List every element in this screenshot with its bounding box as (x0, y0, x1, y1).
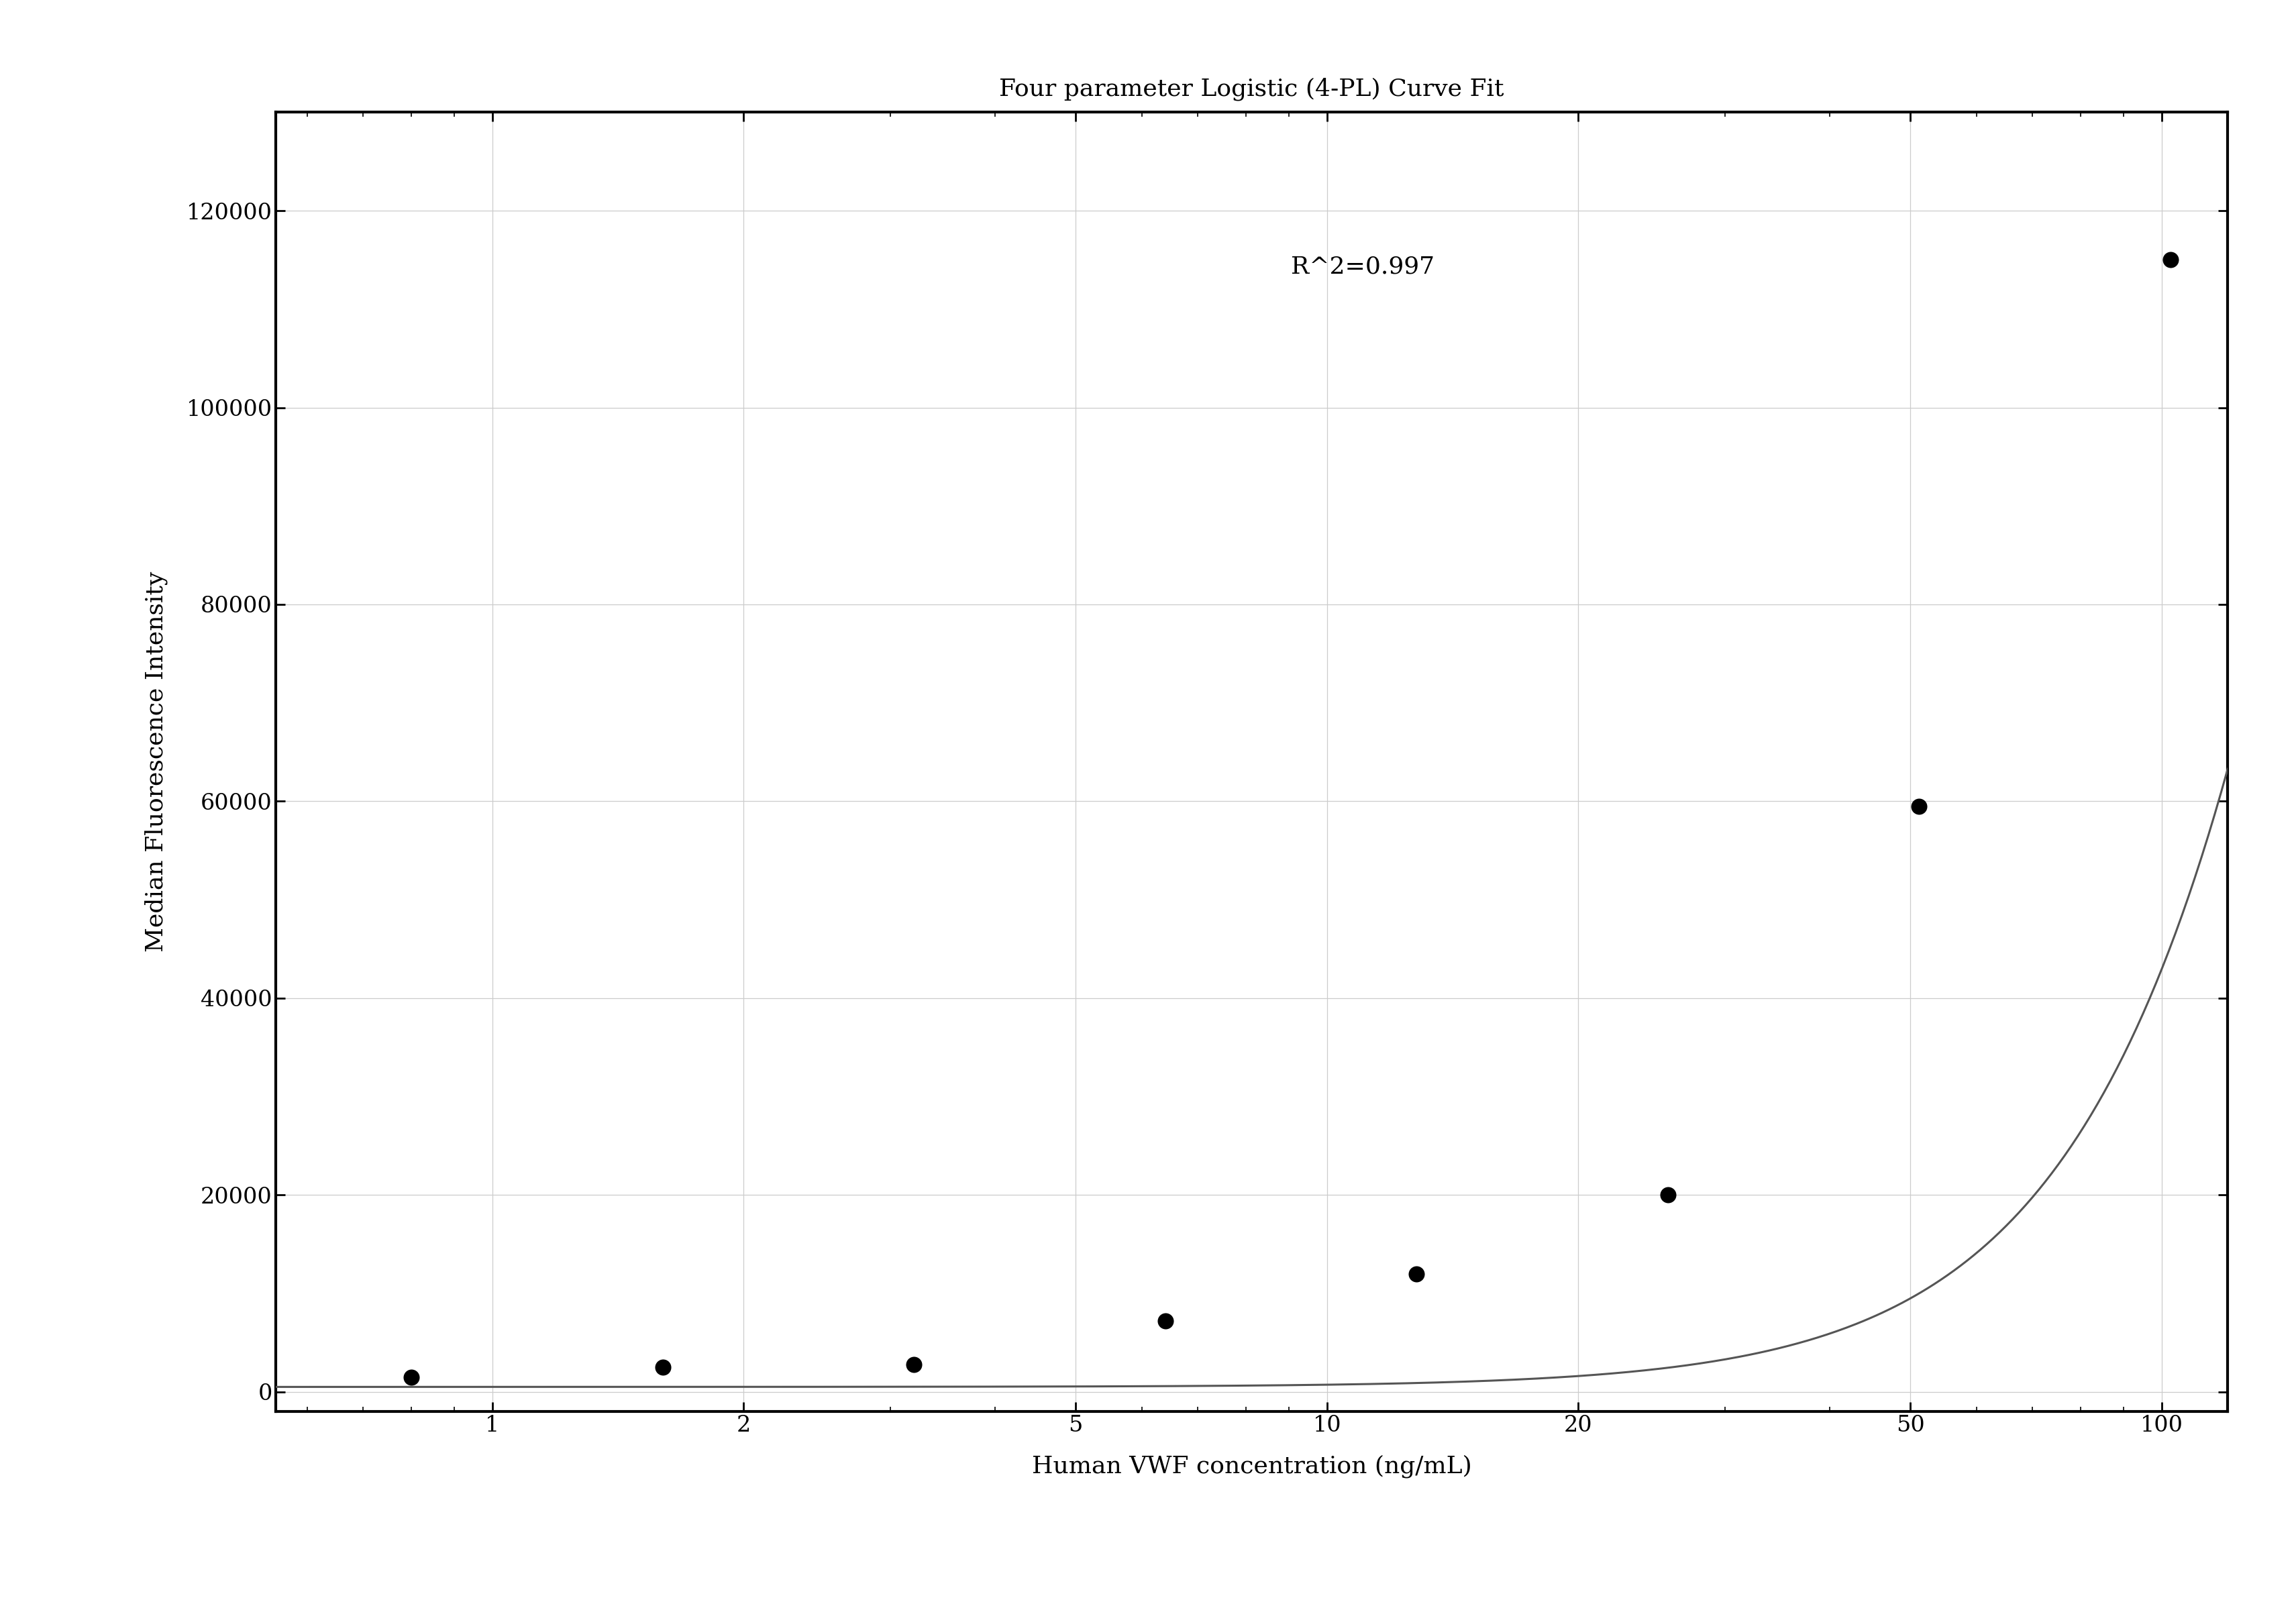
Y-axis label: Median Fluorescence Intensity: Median Fluorescence Intensity (145, 571, 168, 953)
Point (393, 1365, 429, 1391)
X-axis label: Human VWF concentration (ng/mL): Human VWF concentration (ng/mL) (1031, 1455, 1472, 1477)
Point (1146, 1309, 1182, 1335)
Point (645, 1354, 682, 1379)
Point (1901, 794, 1938, 820)
Point (895, 1352, 932, 1378)
Point (1398, 1261, 1435, 1286)
Point (1649, 1182, 1685, 1208)
Text: R^2=0.997: R^2=0.997 (1290, 255, 1435, 277)
Point (2151, 247, 2188, 273)
Title: Four parameter Logistic (4-PL) Curve Fit: Four parameter Logistic (4-PL) Curve Fit (999, 77, 1504, 101)
